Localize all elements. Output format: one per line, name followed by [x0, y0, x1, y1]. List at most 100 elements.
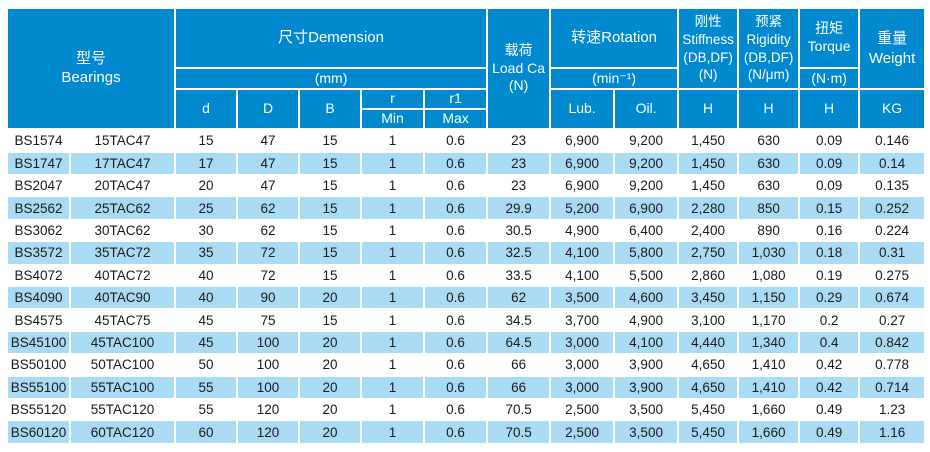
cell-r1-max: 0.6 [423, 353, 489, 377]
cell-bs-code: BS1747 [6, 151, 71, 175]
cell-load-ca: 23 [486, 128, 552, 153]
cell-d: 35 [174, 241, 239, 265]
cell-rigidity-h: 1,080 [737, 263, 801, 287]
cell-torque-h: 0.09 [798, 151, 861, 175]
cell-outer-d: 47 [236, 128, 301, 153]
cell-outer-d: 62 [236, 218, 301, 243]
cell-outer-d: 75 [236, 308, 301, 332]
cell-rigidity-h: 630 [737, 173, 801, 198]
cell-r1-max: 0.6 [423, 241, 489, 265]
cell-bs-code: BS60120 [6, 420, 71, 444]
cell-r-min: 1 [360, 353, 426, 377]
cell-load-ca: 66 [486, 353, 552, 377]
cell-r1-max: 0.6 [423, 173, 489, 198]
cell-d: 60 [174, 420, 239, 444]
table-row: BS60120 60TAC120 60 120 20 1 0.6 70.5 2,500 3,500… [6, 420, 927, 444]
header-weight-en: Weight [868, 49, 916, 67]
cell-tac-code: 50TAC100 [68, 353, 177, 377]
cell-r1-max: 0.6 [423, 308, 489, 332]
cell-weight-kg: 0.842 [858, 330, 927, 355]
cell-rigidity-h: 1,660 [737, 420, 801, 444]
cell-b: 15 [298, 263, 363, 287]
cell-load-ca: 32.5 [486, 241, 552, 265]
cell-oil-speed: 4,900 [613, 308, 680, 332]
cell-torque-h: 0.2 [798, 308, 861, 332]
cell-weight-kg: 0.14 [858, 151, 927, 175]
cell-torque-h: 0.16 [798, 218, 861, 243]
cell-r-min: 1 [360, 308, 426, 332]
header-col-oil: Oil. [613, 88, 680, 130]
header-bearings-en: Bearings [61, 69, 121, 87]
header-col-rigidity-h: H [737, 88, 801, 130]
cell-b: 20 [298, 353, 363, 377]
cell-r-min: 1 [360, 397, 426, 422]
cell-d: 40 [174, 263, 239, 287]
cell-b: 15 [298, 173, 363, 198]
cell-tac-code: 40TAC72 [68, 263, 177, 287]
cell-oil-speed: 9,200 [613, 128, 680, 153]
header-stiffness-en: Stiffness [682, 31, 734, 47]
cell-oil-speed: 4,600 [613, 285, 680, 310]
cell-tac-code: 60TAC120 [68, 420, 177, 444]
cell-bs-code: BS4072 [6, 263, 71, 287]
cell-oil-speed: 3,900 [613, 353, 680, 377]
cell-lub-speed: 3,700 [549, 308, 616, 332]
cell-b: 20 [298, 397, 363, 422]
cell-outer-d: 100 [236, 375, 301, 399]
cell-d: 17 [174, 151, 239, 175]
cell-d: 50 [174, 353, 239, 377]
cell-lub-speed: 6,900 [549, 128, 616, 153]
cell-rigidity-h: 1,030 [737, 241, 801, 265]
cell-bs-code: BS3062 [6, 218, 71, 243]
cell-bs-code: BS55100 [6, 375, 71, 399]
cell-torque-h: 0.29 [798, 285, 861, 310]
cell-outer-d: 72 [236, 241, 301, 265]
header-weight: 重量 Weight [858, 7, 927, 90]
table-row: BS55100 55TAC100 55 100 20 1 0.6 66 3,000 3,900 4,… [6, 375, 927, 399]
cell-r-min: 1 [360, 420, 426, 444]
cell-rigidity-h: 1,410 [737, 353, 801, 377]
cell-rigidity-h: 1,170 [737, 308, 801, 332]
header-stiffness-zh: 刚性 [694, 14, 722, 30]
cell-r-min: 1 [360, 128, 426, 153]
cell-tac-code: 20TAC47 [68, 173, 177, 198]
cell-bs-code: BS1574 [6, 128, 71, 153]
cell-bs-code: BS45100 [6, 330, 71, 355]
cell-tac-code: 30TAC62 [68, 218, 177, 243]
cell-oil-speed: 5,500 [613, 263, 680, 287]
cell-stiffness-h: 4,650 [677, 375, 740, 399]
cell-r-min: 1 [360, 173, 426, 198]
cell-b: 15 [298, 128, 363, 153]
cell-r1-max: 0.6 [423, 330, 489, 355]
cell-bs-code: BS4575 [6, 308, 71, 332]
header-col-r1: r1 [423, 88, 489, 110]
header-dimension: 尺寸Demension [174, 7, 489, 69]
cell-outer-d: 120 [236, 420, 301, 444]
cell-tac-code: 25TAC62 [68, 196, 177, 220]
cell-r-min: 1 [360, 218, 426, 243]
cell-stiffness-h: 2,400 [677, 218, 740, 243]
cell-stiffness-h: 2,860 [677, 263, 740, 287]
cell-torque-h: 0.42 [798, 375, 861, 399]
header-col-kg: KG [858, 88, 927, 130]
cell-rigidity-h: 630 [737, 151, 801, 175]
cell-d: 25 [174, 196, 239, 220]
cell-load-ca: 33.5 [486, 263, 552, 287]
cell-rigidity-h: 1,340 [737, 330, 801, 355]
header-torque-en: Torque [807, 38, 851, 54]
cell-b: 15 [298, 308, 363, 332]
cell-lub-speed: 2,500 [549, 420, 616, 444]
cell-load-ca: 62 [486, 285, 552, 310]
cell-oil-speed: 3,900 [613, 375, 680, 399]
cell-b: 15 [298, 218, 363, 243]
header-rigidity-unit: (N/μm) [747, 67, 790, 83]
cell-torque-h: 0.49 [798, 397, 861, 422]
cell-stiffness-h: 2,280 [677, 196, 740, 220]
cell-load-ca: 34.5 [486, 308, 552, 332]
cell-stiffness-h: 4,440 [677, 330, 740, 355]
header-load-unit: (N) [508, 77, 529, 94]
cell-outer-d: 47 [236, 173, 301, 198]
cell-torque-h: 0.09 [798, 128, 861, 153]
cell-b: 15 [298, 196, 363, 220]
cell-rigidity-h: 630 [737, 128, 801, 153]
